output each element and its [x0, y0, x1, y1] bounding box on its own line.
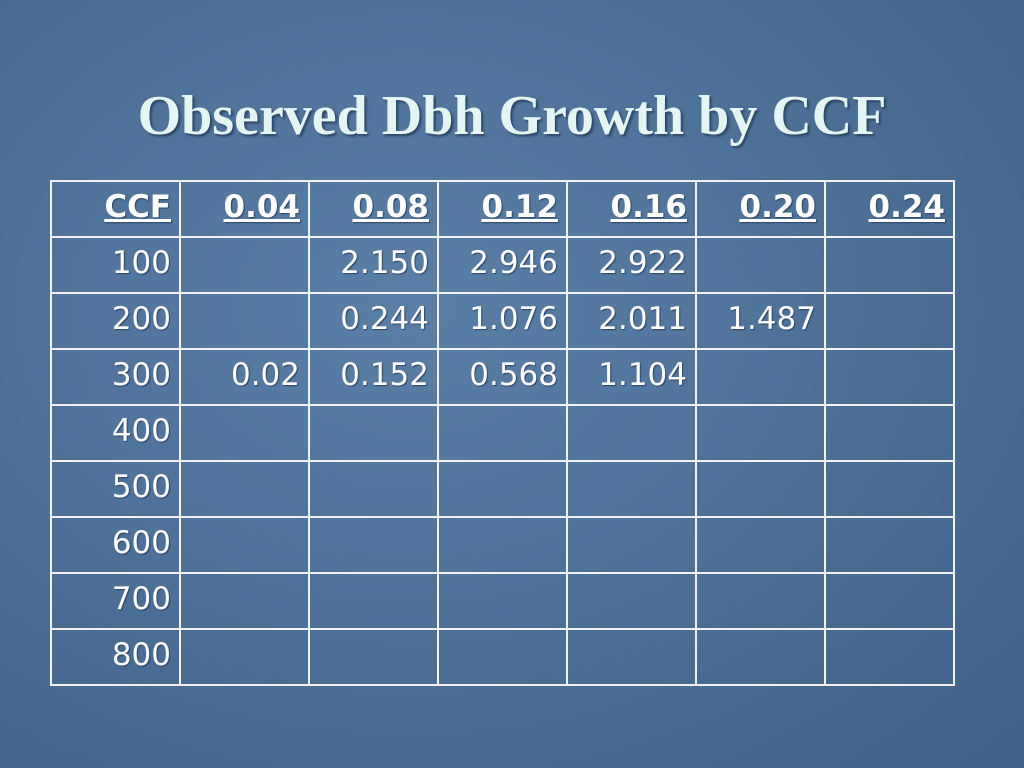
table-cell: 1.487 — [695, 292, 826, 350]
empty-cell — [179, 628, 310, 686]
table-row: 700 — [50, 572, 955, 630]
empty-cell — [308, 404, 439, 462]
empty-cell — [308, 516, 439, 574]
table-cell: 0.568 — [437, 348, 568, 406]
empty-cell — [695, 348, 826, 406]
empty-cell — [695, 516, 826, 574]
empty-cell — [179, 516, 310, 574]
empty-cell — [695, 404, 826, 462]
row-label: 400 — [50, 404, 181, 462]
empty-cell — [824, 572, 955, 630]
table-cell: 0.02 — [179, 348, 310, 406]
empty-cell — [824, 348, 955, 406]
empty-cell — [824, 460, 955, 518]
row-label: 100 — [50, 236, 181, 294]
empty-cell — [437, 572, 568, 630]
table-cell: 1.076 — [437, 292, 568, 350]
header-cell: 0.16 — [566, 180, 697, 238]
empty-cell — [308, 572, 439, 630]
empty-cell — [566, 460, 697, 518]
row-label: 600 — [50, 516, 181, 574]
row-label: 500 — [50, 460, 181, 518]
row-label: 700 — [50, 572, 181, 630]
empty-cell — [824, 236, 955, 294]
empty-cell — [437, 516, 568, 574]
header-cell: 0.20 — [695, 180, 826, 238]
table-cell: 2.150 — [308, 236, 439, 294]
empty-cell — [695, 236, 826, 294]
empty-cell — [437, 404, 568, 462]
header-cell: 0.04 — [179, 180, 310, 238]
empty-cell — [566, 572, 697, 630]
table-row: 800 — [50, 628, 955, 686]
header-cell: CCF — [50, 180, 181, 238]
empty-cell — [824, 292, 955, 350]
slide-title: Observed Dbh Growth by CCF — [137, 85, 887, 147]
empty-cell — [179, 572, 310, 630]
header-row: CCF 0.04 0.08 0.12 0.16 0.20 0.24 — [50, 180, 955, 238]
data-table: CCF 0.04 0.08 0.12 0.16 0.20 0.24 100 2.150 2.946… — [50, 180, 955, 686]
header-cell: 0.08 — [308, 180, 439, 238]
table-row: 200 0.244 1.076 2.011 1.487 — [50, 292, 955, 350]
table-cell: 2.011 — [566, 292, 697, 350]
row-label: 800 — [50, 628, 181, 686]
table-cell: 1.104 — [566, 348, 697, 406]
empty-cell — [566, 404, 697, 462]
empty-cell — [437, 460, 568, 518]
empty-cell — [824, 628, 955, 686]
table-row: 100 2.150 2.946 2.922 — [50, 236, 955, 294]
table-row: 400 — [50, 404, 955, 462]
header-cell: 0.24 — [824, 180, 955, 238]
table-row: 600 — [50, 516, 955, 574]
empty-cell — [824, 404, 955, 462]
empty-cell — [179, 460, 310, 518]
table-cell: 0.244 — [308, 292, 439, 350]
row-label: 300 — [50, 348, 181, 406]
empty-cell — [824, 516, 955, 574]
row-label: 200 — [50, 292, 181, 350]
empty-cell — [566, 516, 697, 574]
table-cell: 2.946 — [437, 236, 568, 294]
empty-cell — [695, 460, 826, 518]
table-row: 500 — [50, 460, 955, 518]
empty-cell — [179, 236, 310, 294]
empty-cell — [695, 572, 826, 630]
empty-cell — [308, 628, 439, 686]
header-cell: 0.12 — [437, 180, 568, 238]
empty-cell — [695, 628, 826, 686]
empty-cell — [437, 628, 568, 686]
empty-cell — [179, 292, 310, 350]
empty-cell — [179, 404, 310, 462]
empty-cell — [308, 460, 439, 518]
table-cell: 2.922 — [566, 236, 697, 294]
table-cell: 0.152 — [308, 348, 439, 406]
table-row: 300 0.02 0.152 0.568 1.104 — [50, 348, 955, 406]
empty-cell — [566, 628, 697, 686]
